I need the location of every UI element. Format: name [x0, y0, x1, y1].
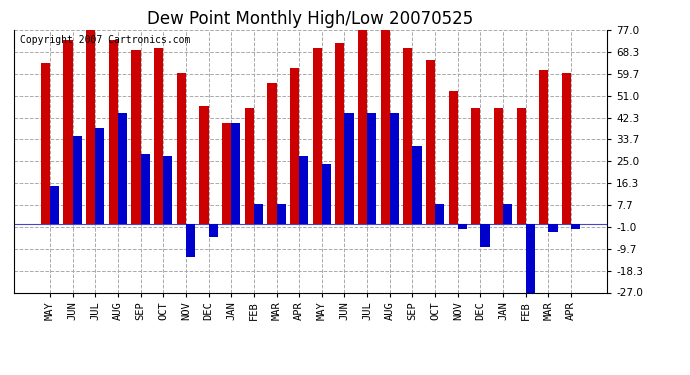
Bar	[335, 43, 344, 224]
Bar	[95, 128, 104, 224]
Bar	[177, 73, 186, 224]
Bar	[245, 108, 254, 224]
Bar	[526, 224, 535, 292]
Bar	[109, 40, 118, 224]
Bar	[41, 63, 50, 224]
Bar	[131, 50, 141, 224]
Bar	[390, 113, 399, 224]
Bar	[322, 164, 331, 224]
Bar	[290, 68, 299, 224]
Bar	[480, 224, 490, 247]
Bar	[471, 108, 480, 224]
Bar	[367, 113, 376, 224]
Bar	[413, 146, 422, 224]
Bar	[448, 91, 458, 224]
Bar	[562, 73, 571, 224]
Bar	[381, 30, 390, 224]
Bar	[118, 113, 127, 224]
Bar	[344, 113, 353, 224]
Bar	[86, 30, 95, 224]
Bar	[277, 204, 286, 224]
Bar	[208, 224, 217, 237]
Title: Dew Point Monthly High/Low 20070525: Dew Point Monthly High/Low 20070525	[148, 10, 473, 28]
Bar	[549, 224, 558, 232]
Bar	[458, 224, 467, 230]
Bar	[540, 70, 549, 224]
Bar	[268, 83, 277, 224]
Bar	[72, 136, 81, 224]
Text: Copyright 2007 Cartronics.com: Copyright 2007 Cartronics.com	[20, 35, 190, 45]
Bar	[63, 40, 72, 224]
Bar	[404, 48, 413, 224]
Bar	[358, 30, 367, 224]
Bar	[222, 123, 231, 224]
Bar	[231, 123, 240, 224]
Bar	[494, 108, 503, 224]
Bar	[503, 204, 512, 224]
Bar	[571, 224, 580, 230]
Bar	[141, 154, 150, 224]
Bar	[50, 186, 59, 224]
Bar	[313, 48, 322, 224]
Bar	[154, 48, 163, 224]
Bar	[163, 156, 172, 224]
Bar	[435, 204, 444, 224]
Bar	[299, 156, 308, 224]
Bar	[254, 204, 263, 224]
Bar	[186, 224, 195, 257]
Bar	[517, 108, 526, 224]
Bar	[199, 106, 208, 224]
Bar	[426, 60, 435, 224]
